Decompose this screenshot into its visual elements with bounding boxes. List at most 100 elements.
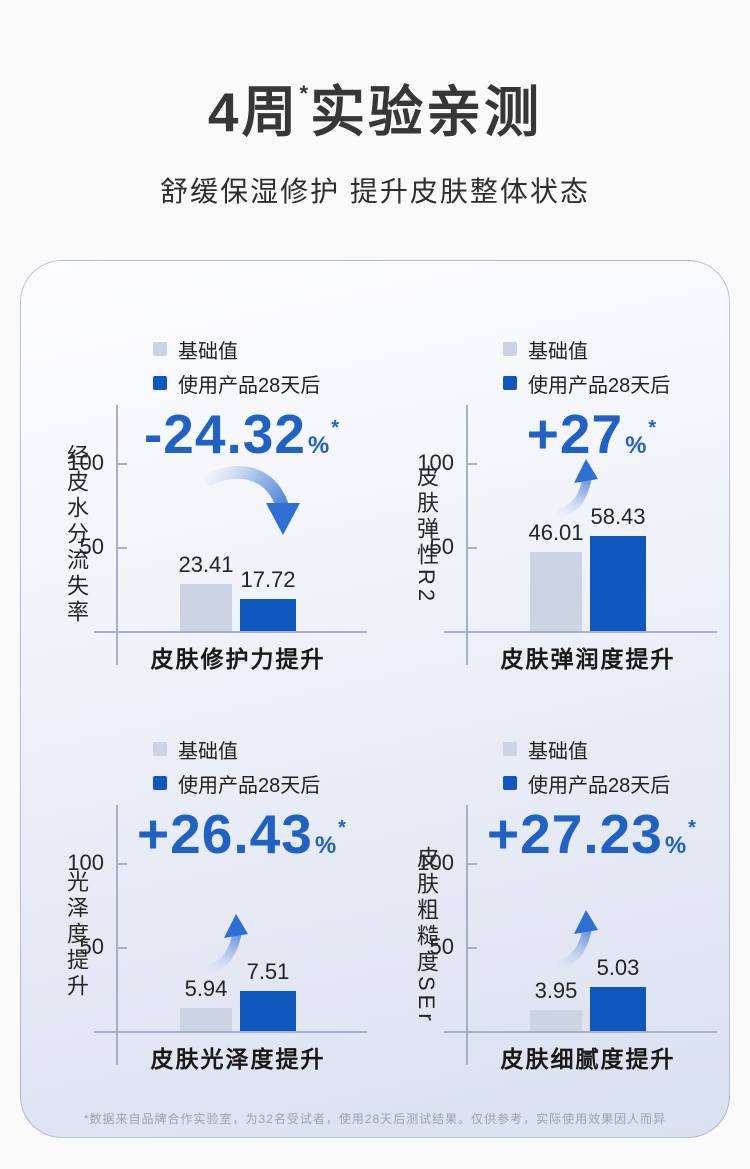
bar-after <box>240 599 296 631</box>
percent-sign: % <box>307 432 331 459</box>
y-axis-line <box>116 405 118 665</box>
change-value: -24.32 <box>143 403 306 465</box>
asterisk-note: * <box>648 417 658 439</box>
x-axis-line <box>94 631 367 633</box>
chart-legend: 基础值 使用产品28天后 <box>503 338 670 406</box>
percent-sign: % <box>664 832 688 859</box>
chart-legend: 基础值 使用产品28天后 <box>503 738 670 806</box>
asterisk-note: * <box>688 817 697 839</box>
legend-after-label: 使用产品28天后 <box>528 774 671 797</box>
y-tick-label-100: 100 <box>67 850 104 875</box>
y-axis-label: 光泽度提升 <box>64 870 89 1000</box>
chart-title: 皮肤细腻度提升 <box>500 1046 676 1072</box>
trend-up-arrow-icon <box>556 910 598 969</box>
y-tick-100 <box>116 863 127 865</box>
y-tick-100 <box>116 463 127 465</box>
y-axis-line <box>466 805 468 1065</box>
chart-roughness: 基础值 使用产品28天后 皮肤粗糙度SEr 100 50 +27.23%* 3.… <box>380 700 730 1100</box>
legend-after-label: 使用产品28天后 <box>178 374 321 397</box>
change-value: +27.23 <box>487 803 663 865</box>
bar-value-after: 17.72 <box>240 567 296 592</box>
trend-down-arrow-icon <box>203 465 300 535</box>
chart-legend: 基础值 使用产品28天后 <box>153 338 320 406</box>
bar-value-baseline: 46.01 <box>528 520 584 545</box>
bar-baseline <box>180 584 232 631</box>
percent-sign: % <box>314 832 338 859</box>
chart-title: 皮肤修护力提升 <box>150 646 326 672</box>
y-axis-line <box>116 805 118 1065</box>
bar-after <box>240 991 296 1031</box>
legend-row-baseline: 基础值 <box>153 738 320 763</box>
legend-row-after: 使用产品28天后 <box>153 372 320 397</box>
chart-elasticity: 基础值 使用产品28天后 皮肤弹性R2 100 50 +27%* 46.01 5… <box>380 300 730 700</box>
bar-baseline <box>530 552 582 631</box>
legend-baseline-swatch <box>153 742 167 756</box>
legend-after-label: 使用产品28天后 <box>528 374 671 397</box>
bar-baseline <box>180 1008 232 1031</box>
change-value: +27 <box>526 403 624 465</box>
bar-value-baseline: 23.41 <box>178 552 234 577</box>
y-tick-label-50: 50 <box>429 934 454 959</box>
page-title-pre: 4周 <box>207 81 300 143</box>
percent-sign: % <box>625 432 648 459</box>
y-tick-100 <box>466 463 477 465</box>
y-tick-50 <box>116 947 127 949</box>
trend-up-arrow-icon <box>556 459 598 518</box>
chart-tewl: 基础值 使用产品28天后 经皮水分流失率 100 50 -24.32%* 23.… <box>30 300 380 700</box>
chart-title: 皮肤光泽度提升 <box>150 1046 326 1072</box>
change-percentage: +27.23%* <box>466 804 718 865</box>
y-tick-50 <box>466 547 477 549</box>
legend-row-baseline: 基础值 <box>503 338 670 363</box>
legend-baseline-label: 基础值 <box>178 740 238 763</box>
y-tick-100 <box>466 863 477 865</box>
legend-after-swatch <box>153 376 167 390</box>
bar-value-baseline: 3.95 <box>534 978 578 1003</box>
asterisk-note: * <box>331 417 341 439</box>
bar-value-after: 58.43 <box>590 504 646 529</box>
legend-row-after: 使用产品28天后 <box>503 372 670 397</box>
y-axis-label: 经皮水分流失率 <box>64 444 89 626</box>
bar-after <box>590 987 646 1031</box>
legend-row-baseline: 基础值 <box>153 338 320 363</box>
legend-row-baseline: 基础值 <box>503 738 670 763</box>
x-axis-line <box>444 631 717 633</box>
legend-after-label: 使用产品28天后 <box>178 774 321 797</box>
legend-row-after: 使用产品28天后 <box>503 772 670 797</box>
x-axis-line <box>94 1031 367 1033</box>
y-axis-label: 皮肤粗糙度SEr <box>414 845 439 1025</box>
page-subtitle: 舒缓保湿修护 提升皮肤整体状态 <box>160 176 590 207</box>
legend-row-after: 使用产品28天后 <box>153 772 320 797</box>
change-percentage: +26.43%* <box>116 804 368 865</box>
legend-baseline-swatch <box>153 342 167 356</box>
legend-baseline-label: 基础值 <box>178 340 238 363</box>
bar-value-after: 5.03 <box>596 955 640 980</box>
y-tick-50 <box>466 947 477 949</box>
asterisk-note: * <box>338 817 347 839</box>
change-value: +26.43 <box>137 803 313 865</box>
legend-baseline-label: 基础值 <box>528 340 588 363</box>
y-tick-label-100: 100 <box>417 450 454 475</box>
y-tick-label-50: 50 <box>79 534 104 559</box>
trend-up-arrow-icon <box>206 914 248 973</box>
legend-baseline-swatch <box>503 342 517 356</box>
page-title-asterisk: * <box>299 81 309 106</box>
x-axis-line <box>444 1031 717 1033</box>
y-tick-50 <box>116 547 127 549</box>
bar-value-after: 7.51 <box>246 959 290 984</box>
y-axis-label: 皮肤弹性R2 <box>414 464 439 606</box>
bar-after <box>590 536 646 631</box>
y-tick-label-50: 50 <box>429 534 454 559</box>
legend-after-swatch <box>503 376 517 390</box>
bar-value-baseline: 5.94 <box>184 976 228 1001</box>
legend-after-swatch <box>153 776 167 790</box>
page-title: 4周*实验亲测 <box>0 81 750 143</box>
legend-baseline-swatch <box>503 742 517 756</box>
legend-after-swatch <box>503 776 517 790</box>
chart-legend: 基础值 使用产品28天后 <box>153 738 320 806</box>
y-axis-line <box>466 405 468 665</box>
y-tick-label-100: 100 <box>67 450 104 475</box>
chart-gloss: 基础值 使用产品28天后 光泽度提升 100 50 +26.43%* 5.94 … <box>30 700 380 1100</box>
change-percentage: +27%* <box>466 404 718 465</box>
change-percentage: -24.32%* <box>116 404 368 465</box>
